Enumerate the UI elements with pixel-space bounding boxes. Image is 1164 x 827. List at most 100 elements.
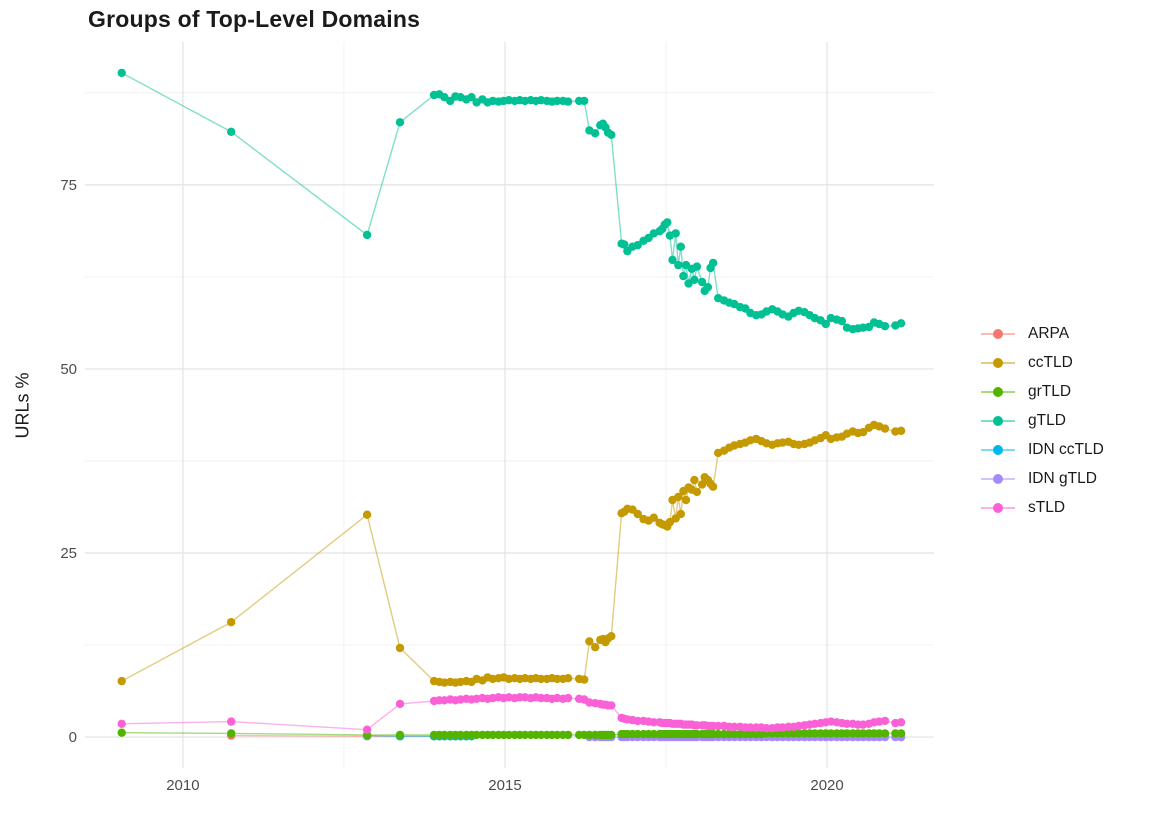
data-point [117,68,126,78]
data-point [633,241,642,250]
data-point [633,509,642,519]
series-points-ccTLD [117,420,906,687]
series-points-sTLD [117,693,906,734]
data-point [692,262,702,271]
y-tick-label: 75 [60,177,77,194]
data-point [730,722,739,731]
legend-dot-icon [993,328,1003,339]
data-point [456,730,465,740]
data-point [674,492,683,502]
legend-dot-icon [993,473,1003,484]
data-point [553,96,562,106]
data-point [842,719,852,728]
data-point [536,693,546,703]
legend-item-label: gTLD [1028,411,1066,429]
data-point [227,618,236,627]
data-point [663,218,672,227]
data-point [472,730,481,740]
data-point [362,230,372,240]
data-point [697,480,707,489]
data-point [362,725,372,734]
data-point [671,229,680,238]
data-point [690,475,699,485]
data-point [395,643,405,653]
data-point [703,283,713,292]
legend-key-icon [981,412,1015,430]
data-point [633,729,642,739]
data-point [227,729,236,738]
data-point [649,729,658,739]
series-line-gTLD [121,72,902,330]
data-point [880,729,890,738]
data-point [553,730,562,740]
legend-dot-icon [993,386,1003,397]
data-point [896,426,906,435]
data-point [607,632,616,641]
series-points-gTLD [117,68,906,334]
x-tick-label: 2010 [166,777,199,794]
data-point [875,729,884,738]
legend-key-icon [981,325,1015,343]
data-point [467,93,476,102]
data-point [676,242,685,251]
x-tick-label: 2015 [488,777,521,794]
legend-item-label: ARPA [1028,324,1070,342]
legend-item-ARPA: ARPA [981,319,1104,348]
data-point [362,510,372,519]
data-point [536,730,546,740]
data-point [708,482,718,491]
data-point [842,729,852,738]
data-point [826,729,836,738]
data-point [880,322,890,331]
legend-dot-icon [993,444,1003,455]
data-point [896,729,906,738]
y-tick-label: 50 [60,361,77,378]
chart-title: Groups of Top-Level Domains [88,6,421,32]
data-point [117,728,126,737]
y-tick-label: 25 [60,545,77,562]
x-tick-label: 2020 [810,777,843,794]
data-point [585,730,594,740]
legend-item-IDN-ccTLD: IDN ccTLD [981,435,1104,464]
data-point [563,730,573,740]
data-point [585,637,594,646]
data-point [674,260,683,270]
data-point [649,513,658,522]
data-point [649,718,658,727]
data-point [762,724,771,733]
data-point [227,127,236,136]
series-points-grTLD [117,728,906,740]
data-point [504,730,514,740]
data-point [633,716,642,726]
data-point [679,271,688,281]
legend-item-IDN-gTLD: IDN gTLD [981,464,1104,493]
legend-item-ccTLD: ccTLD [981,348,1104,377]
data-point [440,730,449,740]
data-point [227,717,236,726]
data-point [395,730,405,740]
legend-item-gTLD: gTLD [981,406,1104,435]
data-point [880,424,890,433]
legend: ARPA ccTLD grTLD gTLD IDN ccTLD IDN gTLD sTLD [981,319,1104,522]
data-point [746,729,755,739]
data-point [580,96,589,106]
data-point [620,240,629,249]
data-point [714,729,723,739]
legend-item-label: grTLD [1028,382,1072,400]
data-point [692,487,702,497]
data-point [395,118,405,127]
data-point [563,693,573,703]
legend-item-label: ccTLD [1028,353,1073,371]
data-point [896,718,906,727]
data-point [681,495,691,505]
data-point [520,730,530,740]
data-point [668,255,677,265]
legend-item-label: sTLD [1028,498,1066,516]
legend-dot-icon [993,502,1003,513]
data-point [607,730,616,740]
data-point [714,721,723,731]
data-point [591,129,600,138]
data-point [880,716,890,726]
